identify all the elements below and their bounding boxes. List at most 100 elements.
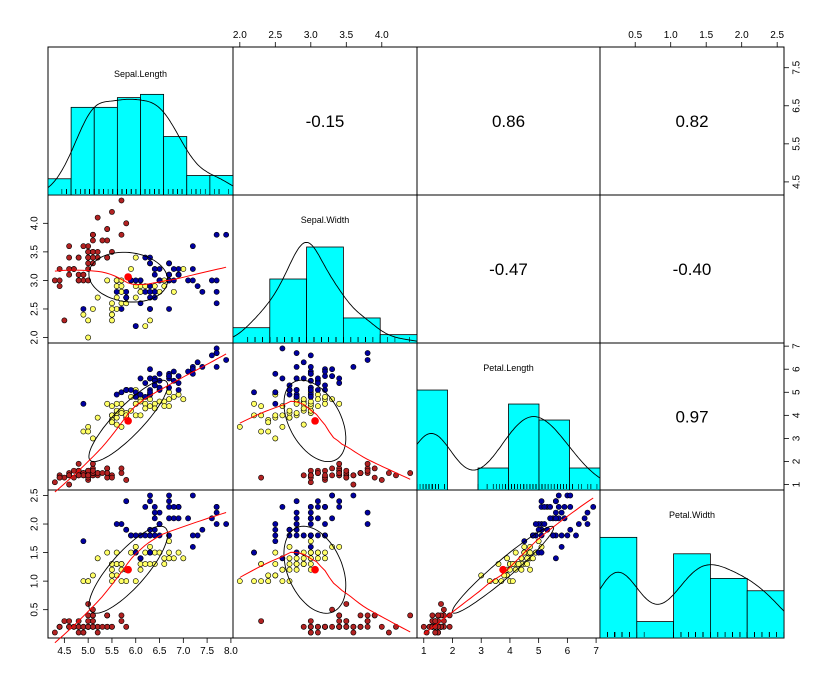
data-point <box>512 549 519 556</box>
data-point <box>161 555 168 562</box>
data-point <box>515 561 522 567</box>
data-point <box>170 266 177 272</box>
data-point <box>336 504 343 510</box>
data-point <box>357 623 364 630</box>
data-point <box>99 470 106 476</box>
data-point <box>128 549 134 556</box>
variable-label: Sepal.Width <box>301 215 350 225</box>
data-point <box>123 498 130 505</box>
data-point <box>142 380 149 386</box>
loess-smooth <box>239 400 411 480</box>
tick-label: 4.0 <box>30 216 41 230</box>
data-point <box>364 618 371 624</box>
data-point <box>118 306 125 312</box>
data-point <box>118 283 125 290</box>
tick-label: 2.5 <box>770 30 784 41</box>
data-point <box>552 498 559 505</box>
data-point <box>113 306 120 312</box>
data-point <box>137 561 144 567</box>
variable-label: Sepal.Length <box>114 69 167 79</box>
data-point <box>70 266 77 272</box>
data-point <box>156 266 163 272</box>
data-point <box>350 364 357 370</box>
data-point <box>118 618 125 624</box>
data-point <box>343 623 350 630</box>
data-point <box>251 389 257 396</box>
data-point <box>185 277 191 284</box>
tick-label: 7.5 <box>200 646 214 657</box>
data-point <box>85 472 92 479</box>
data-point <box>80 578 87 585</box>
hist-bar <box>599 536 638 639</box>
data-point <box>132 254 139 261</box>
data-point <box>307 532 314 539</box>
data-point <box>109 300 115 307</box>
data-point <box>307 629 314 636</box>
data-point <box>420 623 427 630</box>
data-point <box>113 400 120 407</box>
data-point <box>118 410 125 416</box>
data-point <box>147 375 153 382</box>
data-point <box>147 317 153 324</box>
data-point <box>315 375 321 382</box>
tick-label: 4.0 <box>375 30 389 41</box>
tick-label: 4.5 <box>792 175 803 189</box>
correlation-ellipse <box>283 525 347 614</box>
data-point <box>189 543 196 550</box>
data-point <box>336 460 343 467</box>
data-point <box>322 400 328 407</box>
data-point <box>251 578 257 585</box>
data-point <box>581 515 588 522</box>
data-point <box>307 561 314 567</box>
data-point <box>322 623 328 630</box>
data-point <box>104 623 111 630</box>
data-point <box>128 387 134 393</box>
data-point <box>385 629 392 636</box>
data-point <box>336 543 343 550</box>
data-point <box>123 623 130 630</box>
data-point <box>194 283 201 290</box>
data-point <box>293 521 300 527</box>
data-point <box>94 555 101 562</box>
data-point <box>185 515 191 522</box>
data-point <box>307 364 314 370</box>
data-point <box>123 294 130 301</box>
tick-label: 1.0 <box>664 30 678 41</box>
data-point <box>132 543 139 550</box>
loess-smooth <box>54 512 227 644</box>
data-point <box>336 612 343 619</box>
data-point <box>118 465 125 472</box>
data-point <box>118 561 125 567</box>
data-point <box>51 479 58 486</box>
data-point <box>189 243 196 250</box>
data-point <box>258 428 265 435</box>
data-point <box>161 561 168 567</box>
data-point <box>104 470 111 476</box>
data-point <box>166 403 172 410</box>
tick-label: 2.0 <box>30 330 41 344</box>
data-point <box>293 509 300 516</box>
data-point <box>322 368 328 375</box>
data-point <box>272 526 279 533</box>
data-point <box>147 389 153 396</box>
tick-label: 2 <box>450 646 456 657</box>
data-point <box>440 606 447 613</box>
data-point <box>147 549 153 556</box>
loess-smooth <box>423 497 594 635</box>
data-point <box>85 623 92 630</box>
data-point <box>66 254 73 261</box>
hist-bar <box>538 419 570 491</box>
data-point <box>113 521 120 527</box>
data-point <box>66 481 73 488</box>
data-point <box>286 407 293 414</box>
data-point <box>104 612 111 619</box>
data-point <box>147 492 153 499</box>
data-point <box>315 515 321 522</box>
data-point <box>113 549 120 556</box>
data-point <box>132 294 139 301</box>
tick-label: 3.0 <box>304 30 318 41</box>
data-point <box>329 492 335 499</box>
data-point <box>307 623 314 630</box>
data-point <box>552 509 559 516</box>
data-point <box>343 618 350 624</box>
